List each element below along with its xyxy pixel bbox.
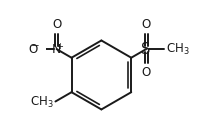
Text: S: S bbox=[142, 42, 151, 57]
Text: O: O bbox=[142, 66, 151, 79]
Text: O: O bbox=[52, 18, 61, 31]
Text: CH$_3$: CH$_3$ bbox=[166, 42, 190, 57]
Text: N: N bbox=[52, 43, 61, 56]
Text: +: + bbox=[56, 42, 63, 51]
Text: −: − bbox=[31, 41, 39, 51]
Text: O: O bbox=[29, 43, 38, 56]
Text: CH$_3$: CH$_3$ bbox=[30, 95, 54, 110]
Text: O: O bbox=[142, 18, 151, 31]
